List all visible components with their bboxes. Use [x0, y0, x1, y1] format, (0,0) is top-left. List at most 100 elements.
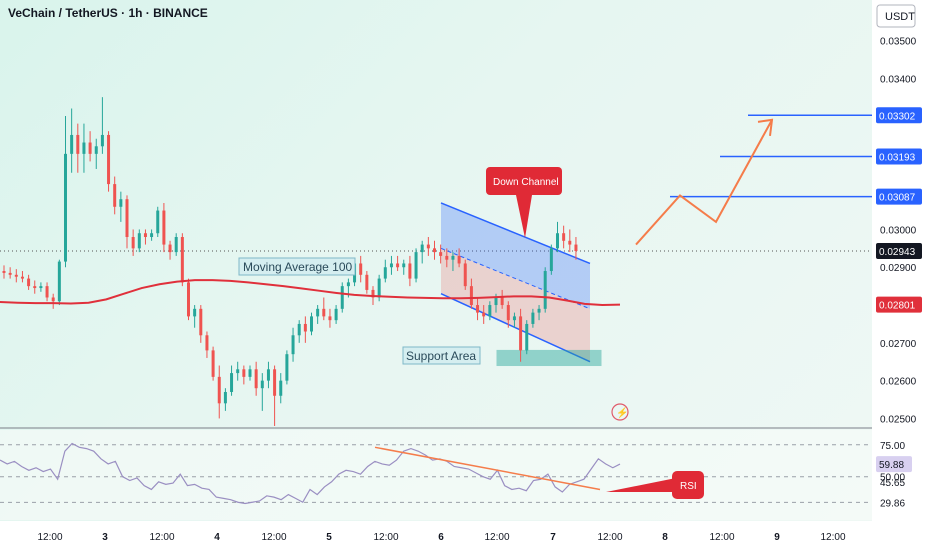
candle-body: [51, 297, 55, 302]
candle-body: [14, 274, 18, 277]
projection-arrowhead: [757, 118, 774, 136]
time-tick-label: 6: [438, 532, 444, 543]
candle-body: [328, 316, 332, 321]
candle-body: [248, 369, 252, 377]
lightning-icon: [611, 403, 629, 421]
channel-lower-line: [440, 293, 591, 363]
price-tick-label: 0.02500: [880, 414, 917, 425]
target-level-label: 0.03302: [879, 111, 916, 122]
candle-body: [236, 369, 240, 374]
target-level-label: 0.03193: [879, 152, 916, 163]
candle-body: [33, 286, 37, 289]
candle-body: [45, 286, 49, 298]
candle-body: [556, 233, 559, 249]
rsi-tick-label: 75.00: [880, 441, 905, 452]
candle-body: [107, 134, 111, 185]
candle-body: [230, 373, 234, 392]
candle-body: [125, 199, 129, 238]
support-area-box: [496, 349, 602, 367]
lightning-icon: ⚡: [616, 406, 628, 419]
candle-body: [82, 142, 86, 154]
support-label-box: [402, 346, 481, 365]
candle-body: [414, 252, 418, 279]
target-level-badge: [876, 107, 922, 124]
time-tick-label: 4: [214, 532, 220, 543]
candle-body: [260, 380, 264, 389]
candle-body: [168, 244, 172, 253]
ma-price-badge: [876, 296, 922, 313]
candle-body: [303, 323, 307, 332]
candle-body: [543, 271, 547, 309]
candle-body: [223, 391, 227, 404]
target-level-label: 0.03087: [879, 193, 916, 204]
candle-body: [402, 263, 406, 268]
time-tick-label: 12:00: [149, 532, 174, 543]
candle-body: [396, 263, 400, 268]
candle-body: [156, 210, 160, 234]
candle-body: [488, 305, 492, 317]
time-tick-label: 12:00: [37, 532, 62, 543]
channel-lower-fill: [441, 248, 590, 362]
target-level-badge: [876, 188, 922, 205]
candle-body: [2, 271, 6, 273]
candle-body: [334, 308, 338, 321]
support-label: Support Area: [406, 349, 476, 363]
candle-body: [445, 255, 449, 260]
candle-body: [383, 267, 387, 279]
candle-body: [285, 354, 289, 381]
time-tick-label: 12:00: [373, 532, 398, 543]
currency-badge: [876, 4, 916, 28]
candle-body: [94, 146, 98, 154]
candle-body: [8, 272, 12, 275]
candle-body: [242, 369, 246, 377]
candle-body: [439, 252, 443, 256]
time-tick-label: 12:00: [820, 532, 845, 543]
candle-body: [371, 289, 375, 298]
candle-body: [39, 286, 43, 289]
candle-body: [70, 134, 74, 154]
candle-body: [426, 244, 430, 249]
rsi-callout: [672, 471, 704, 499]
candle-body: [316, 308, 320, 317]
candle-body: [568, 240, 572, 245]
time-tick-label: 9: [774, 532, 780, 543]
candle-body: [187, 282, 190, 317]
time-tick-label: 12:00: [597, 532, 622, 543]
chart-title: VeChain / TetherUS · 1h · BINANCE: [8, 6, 208, 20]
time-axis-panel: [0, 521, 872, 550]
current-price-badge: [876, 242, 922, 259]
rsi-tick-label: 50.00: [880, 473, 905, 484]
candle-body: [193, 308, 197, 317]
candle-body: [500, 297, 504, 306]
down-channel-label: Down Channel: [493, 177, 559, 188]
time-tick-label: 3: [102, 532, 108, 543]
down-channel-callout: [486, 167, 562, 195]
candle-body: [359, 263, 363, 275]
candle-body: [254, 369, 258, 389]
price-tick-label: 0.02600: [880, 377, 917, 388]
candle-body: [143, 233, 147, 238]
candle-body: [519, 316, 523, 351]
rsi-divergence-line: [374, 446, 601, 491]
candle-body: [27, 278, 31, 287]
candle-body: [76, 134, 80, 154]
moving-average-line: [0, 279, 621, 307]
candle-body: [64, 153, 67, 262]
candle-body: [322, 308, 326, 317]
ma-label: Moving Average 100: [243, 260, 353, 274]
channel-upper-line: [440, 202, 591, 265]
projection-path: [635, 119, 773, 246]
time-tick-label: 12:00: [709, 532, 734, 543]
ma-price-label: 0.02801: [879, 301, 916, 312]
candle-body: [88, 142, 92, 154]
price-tick-label: 0.03400: [880, 74, 917, 85]
candle-body: [408, 263, 412, 279]
candle-body: [57, 261, 61, 302]
price-tick-label: 0.02700: [880, 339, 917, 350]
candle-body: [562, 233, 566, 241]
candle-body: [506, 305, 510, 321]
rsi-tick-label: 45.65: [880, 478, 905, 489]
time-tick-label: 7: [550, 532, 556, 543]
candle-body: [291, 335, 295, 355]
